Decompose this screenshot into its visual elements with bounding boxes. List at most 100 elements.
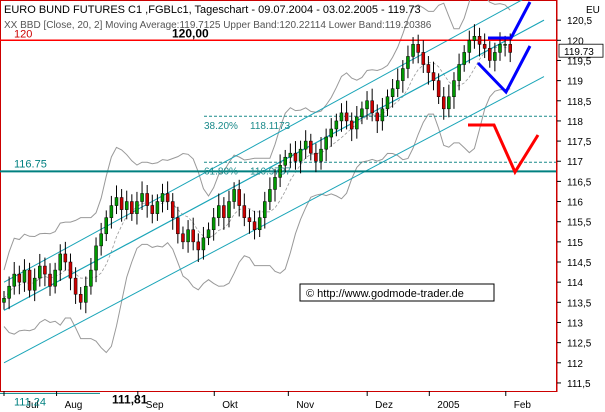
candle-body [63, 253, 68, 263]
candle-body [273, 177, 277, 190]
y-tick-label: 120 [567, 36, 584, 47]
candle-body [508, 44, 512, 53]
candle-body [237, 189, 241, 206]
candle-body [32, 277, 37, 291]
candle-body [457, 64, 461, 81]
candle-body [334, 120, 339, 130]
candle-body [431, 72, 436, 81]
candle-body [104, 217, 109, 235]
price-axis-panel [557, 0, 605, 412]
candle-body [472, 36, 477, 41]
y-axis-ticks: 120,5 120 119,5 119 118,5 118 117,5 117 116,5 116… [557, 16, 592, 390]
scenario-arrows [468, 1, 540, 176]
candle-body [421, 52, 426, 65]
candle-body [447, 96, 451, 110]
candle-body [503, 44, 507, 46]
x-tick-label: Okt [222, 400, 238, 411]
x-tick-label: Sep [146, 400, 164, 411]
y-tick-label: 113 [567, 318, 583, 329]
candle-body [140, 193, 144, 202]
bollinger-upper [3, 0, 511, 271]
candle-body [493, 52, 497, 61]
candle-body [355, 116, 359, 130]
low-label: 111.24 [14, 396, 46, 408]
currency-label: EU [586, 5, 600, 16]
candle-body [329, 128, 333, 138]
candle-body [288, 152, 293, 158]
candle-body [416, 44, 420, 53]
y-tick-label: 115 [567, 238, 583, 249]
resistance-bold-label: 120,00 [172, 26, 209, 40]
candle-body [257, 217, 262, 231]
candle-body [89, 269, 93, 287]
candle-body [78, 294, 83, 303]
candle-body [268, 189, 272, 202]
channel-line [3, 19, 545, 311]
candle-body [298, 148, 303, 162]
y-tick-label: 112,5 [567, 339, 592, 350]
candle-body [53, 269, 57, 287]
candle-body [482, 44, 487, 49]
x-tick-label: Dez [375, 400, 393, 411]
x-tick-label: Jul [26, 400, 39, 411]
bollinger-lower [3, 88, 511, 354]
candle-body [109, 205, 114, 218]
x-tick-label: 2005 [437, 400, 460, 411]
candle-body [411, 44, 415, 57]
candle-body [124, 201, 129, 210]
candle-body [283, 156, 287, 166]
candle-body [150, 205, 155, 214]
candle-body [242, 205, 247, 218]
candle-body [360, 108, 364, 118]
candle-body [365, 100, 369, 110]
bollinger-bands [3, 0, 511, 354]
channel-line [3, 76, 545, 364]
y-tick-label: 111,5 [567, 379, 591, 390]
y-tick-label: 112 [567, 359, 583, 370]
candle-body [247, 217, 252, 222]
fib-38-value: 118.1173 [250, 121, 291, 132]
candle-body [263, 201, 267, 218]
candle-body [186, 229, 190, 243]
candle-body [38, 265, 42, 279]
candle-body [477, 36, 482, 45]
bollinger-middle [3, 46, 511, 299]
candle-body [426, 64, 431, 73]
candle-body [135, 201, 139, 214]
fib-61-value: 116.9737 [250, 166, 291, 177]
y-tick-label: 114,5 [567, 258, 592, 269]
candle-body [201, 237, 206, 251]
candle-body [73, 277, 78, 295]
resistance-label: 120 [14, 28, 32, 40]
last-price-tag [558, 43, 604, 58]
x-tick-label: Aug [65, 400, 83, 411]
candle-body [68, 261, 73, 279]
candle-body [217, 205, 221, 218]
candle-body [58, 253, 62, 271]
y-tick-label: 117,5 [567, 137, 592, 148]
candle-body [488, 48, 492, 61]
candle-body [252, 221, 257, 231]
candle-body [380, 108, 385, 122]
candle-body [119, 197, 124, 210]
y-tick-label: 119 [567, 77, 583, 88]
candle-body [43, 265, 47, 275]
candlesticks [2, 24, 512, 314]
candle-body [211, 217, 216, 231]
channel-line [3, 0, 523, 283]
y-tick-label: 118,5 [567, 97, 592, 108]
candle-body [160, 193, 165, 202]
last-price-value: 119.73 [564, 47, 594, 58]
candle-body [303, 140, 308, 150]
candle-body [309, 140, 313, 154]
candle-body [385, 96, 390, 110]
candle-body [452, 80, 456, 97]
y-tick-label: 114 [567, 278, 583, 289]
candle-body [227, 201, 231, 218]
candle-body [436, 80, 441, 97]
fib-61-label: 61.80% [204, 166, 238, 177]
candle-body [406, 56, 410, 69]
candle-body [176, 217, 180, 235]
